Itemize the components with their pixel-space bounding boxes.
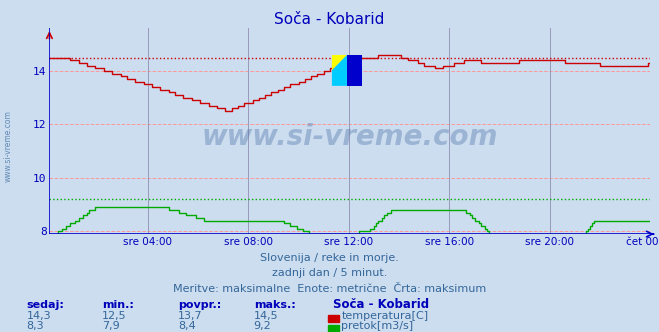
Text: 14,3: 14,3 <box>26 311 51 321</box>
Polygon shape <box>347 55 362 86</box>
Polygon shape <box>332 55 347 70</box>
Text: maks.:: maks.: <box>254 300 295 310</box>
Text: povpr.:: povpr.: <box>178 300 221 310</box>
Text: www.si-vreme.com: www.si-vreme.com <box>202 123 498 151</box>
Text: temperatura[C]: temperatura[C] <box>341 311 428 321</box>
Text: 12,5: 12,5 <box>102 311 127 321</box>
Text: Soča - Kobarid: Soča - Kobarid <box>274 12 385 27</box>
Text: www.si-vreme.com: www.si-vreme.com <box>4 110 13 182</box>
Text: pretok[m3/s]: pretok[m3/s] <box>341 321 413 331</box>
Text: 14,5: 14,5 <box>254 311 278 321</box>
Text: Slovenija / reke in morje.: Slovenija / reke in morje. <box>260 253 399 263</box>
Text: sedaj:: sedaj: <box>26 300 64 310</box>
Text: 13,7: 13,7 <box>178 311 202 321</box>
Text: Soča - Kobarid: Soča - Kobarid <box>333 298 429 311</box>
Text: 7,9: 7,9 <box>102 321 120 331</box>
Text: 8,3: 8,3 <box>26 321 44 331</box>
Text: 9,2: 9,2 <box>254 321 272 331</box>
Polygon shape <box>332 55 347 86</box>
Text: Meritve: maksimalne  Enote: metrične  Črta: maksimum: Meritve: maksimalne Enote: metrične Črta… <box>173 284 486 294</box>
Text: min.:: min.: <box>102 300 134 310</box>
Text: zadnji dan / 5 minut.: zadnji dan / 5 minut. <box>272 268 387 278</box>
Text: 8,4: 8,4 <box>178 321 196 331</box>
